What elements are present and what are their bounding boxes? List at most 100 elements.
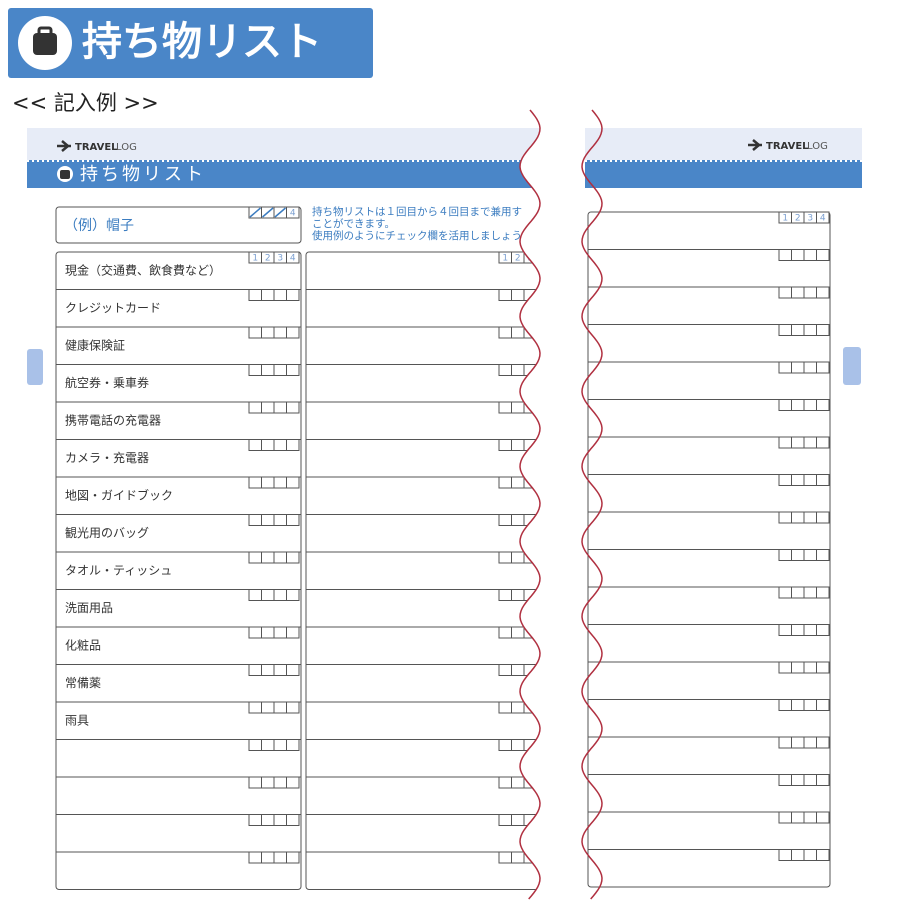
check-number: 3: [277, 254, 283, 264]
check-box: [791, 849, 805, 861]
check-box: [778, 511, 792, 524]
check-box: [286, 439, 300, 451]
check-box: [498, 439, 512, 451]
plane-icon: [748, 139, 762, 151]
check-box: [248, 326, 262, 339]
page-top-band: [27, 128, 542, 160]
check-box: [511, 739, 525, 751]
check-box: [816, 736, 830, 749]
check-box: [273, 326, 287, 339]
check-box: [286, 551, 300, 564]
check-box: [261, 289, 275, 301]
check-box: [778, 586, 792, 599]
brand-light: LOG: [116, 142, 137, 153]
check-box: [511, 626, 525, 639]
check-box: [498, 364, 512, 376]
cut-line: [581, 109, 603, 900]
check-number: 3: [807, 214, 813, 224]
check-box: [791, 699, 805, 711]
check-box: [261, 739, 275, 751]
check-box: [511, 326, 525, 339]
check-box: [286, 626, 300, 639]
check-box: [791, 511, 805, 524]
check-box: [498, 551, 512, 564]
check-box: [816, 436, 830, 449]
check-box: [261, 664, 275, 676]
check-box: [273, 776, 287, 789]
check-box: [778, 249, 792, 261]
check-number: 1: [782, 214, 788, 224]
check-box: [286, 701, 300, 714]
check-box: [261, 551, 275, 564]
check-box: [511, 514, 525, 526]
list-item: 航空券・乗車券: [65, 375, 149, 390]
check-box: [778, 736, 792, 749]
check-number: 2: [515, 254, 521, 264]
check-box: [286, 589, 300, 601]
note-line: 持ち物リストは１回目から４回目まで兼用す: [312, 205, 522, 218]
check-box: [511, 289, 525, 301]
check-box: [498, 626, 512, 639]
check-box: [803, 624, 817, 636]
brand-bold: TRAVEL: [75, 142, 118, 153]
check-box: [286, 251, 300, 264]
check-box: [498, 289, 512, 301]
check-box: [778, 811, 792, 824]
side-tab: [843, 347, 861, 385]
check-box: [511, 551, 525, 564]
check-box: [511, 814, 525, 826]
check-box: [511, 401, 525, 414]
check-box: [791, 774, 805, 786]
check-box: [803, 474, 817, 486]
check-box: [791, 324, 805, 336]
check-box: [816, 286, 830, 299]
check-box: [791, 474, 805, 486]
brand-bold: TRAVEL: [766, 141, 809, 152]
list-item: 観光用のバッグ: [65, 526, 149, 540]
check-box: [261, 589, 275, 601]
check-box: [778, 361, 792, 374]
check-box: [261, 401, 275, 414]
check-box: [261, 626, 275, 639]
check-box: [498, 326, 512, 339]
check-box: [273, 701, 287, 714]
check-box: [791, 661, 805, 674]
check-slash: [274, 207, 286, 218]
check-box: [273, 401, 287, 414]
check-box: [261, 514, 275, 526]
check-box: [261, 439, 275, 451]
example-label: << 記入例 >>: [12, 91, 159, 115]
check-box: [778, 436, 792, 449]
check-box: [273, 739, 287, 751]
header-title: 持ち物リスト: [82, 19, 322, 65]
check-slash: [262, 207, 274, 218]
check-box: [816, 699, 830, 711]
page-top-band: [585, 128, 862, 160]
page-title-band: [585, 160, 862, 188]
check-box: [248, 814, 262, 826]
check-box: [803, 361, 817, 374]
check-box: [816, 249, 830, 261]
list-item: 洗面用品: [65, 601, 113, 615]
list-item: タオル・ティッシュ: [65, 564, 172, 578]
list-item: 現金（交通費、飲食費など）: [65, 263, 221, 278]
check-box: [273, 439, 287, 451]
check-box: [778, 849, 792, 861]
check-box: [511, 776, 525, 789]
check-box: [248, 626, 262, 639]
check-box: [261, 814, 275, 826]
check-box: [286, 326, 300, 339]
check-box: [816, 324, 830, 336]
check-box: [816, 774, 830, 786]
check-box: [803, 286, 817, 299]
check-box: [261, 701, 275, 714]
check-box: [803, 811, 817, 824]
check-box: [273, 626, 287, 639]
check-box: [816, 549, 830, 561]
example-checks: 4: [248, 206, 300, 219]
check-box: [498, 589, 512, 601]
check-box: [778, 699, 792, 711]
